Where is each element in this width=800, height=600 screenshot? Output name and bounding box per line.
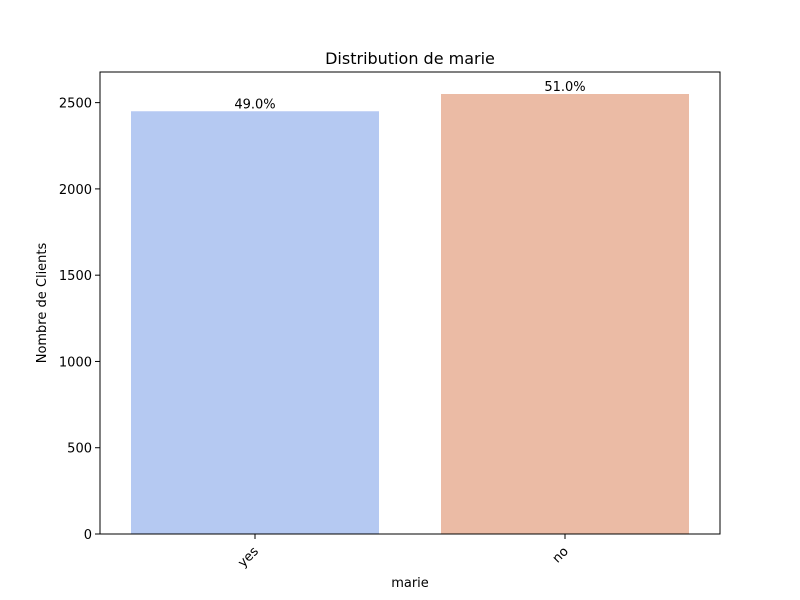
data-label-yes: 49.0% <box>234 97 275 112</box>
y-tick-label-2000: 2000 <box>59 183 92 198</box>
bars-layer: 49.0% 51.0% <box>131 80 689 534</box>
bar-yes <box>131 111 379 534</box>
chart-title: Distribution de marie <box>325 49 495 68</box>
y-axis: 0 500 1000 1500 2000 2500 <box>59 97 100 543</box>
x-axis-label: marie <box>391 576 429 591</box>
y-tick-label-1500: 1500 <box>59 269 92 284</box>
data-label-no: 51.0% <box>544 80 585 95</box>
y-tick-label-2500: 2500 <box>59 97 92 112</box>
y-tick-label-500: 500 <box>67 442 92 457</box>
y-tick-label-1000: 1000 <box>59 355 92 370</box>
bar-no <box>441 94 689 534</box>
y-tick-label-0: 0 <box>84 528 92 543</box>
y-axis-label: Nombre de Clients <box>35 242 50 363</box>
plot-frame <box>99 71 721 535</box>
